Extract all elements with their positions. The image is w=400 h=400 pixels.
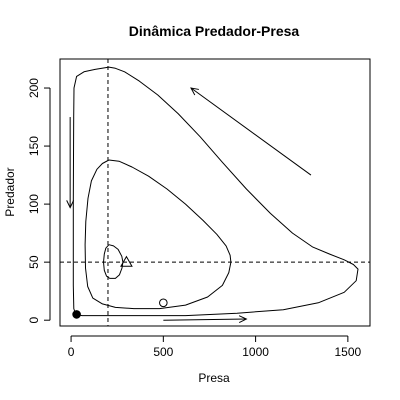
arrow-shaft (190, 87, 312, 176)
trajectory-1 (103, 244, 124, 279)
x-tick-label: 1500 (335, 345, 362, 359)
plot-area (60, 59, 370, 326)
triangle-marker (120, 255, 133, 267)
direction-arrow-3 (163, 315, 248, 324)
open-circle-marker (159, 298, 168, 308)
arrow-shaft (163, 318, 247, 321)
y-tick-label: 200 (27, 78, 41, 98)
trajectory-3 (72, 66, 359, 317)
y-tick-label: 100 (27, 194, 41, 214)
trajectory-2 (84, 159, 232, 310)
arrow-head (238, 315, 248, 324)
y-tick-label: 150 (27, 136, 41, 156)
y-tick-label: 0 (27, 317, 41, 324)
start-point-marker (72, 310, 81, 319)
direction-arrow-1 (190, 87, 312, 176)
chart-title: Dinâmica Predador-Presa (129, 23, 300, 39)
y-axis-label: Predador (3, 167, 17, 216)
arrow-head (66, 200, 75, 209)
axes: 0 500 1000 1500 0 50 100 150 200 (27, 78, 362, 359)
x-tick-label: 500 (153, 345, 173, 359)
x-tick-label: 0 (68, 345, 75, 359)
x-tick-label: 1000 (242, 345, 269, 359)
y-tick-label: 50 (27, 255, 41, 269)
x-axis-label: Presa (198, 371, 230, 385)
direction-arrow-2 (66, 117, 75, 209)
arrow-head (190, 87, 199, 96)
plot-frame (59, 58, 371, 327)
